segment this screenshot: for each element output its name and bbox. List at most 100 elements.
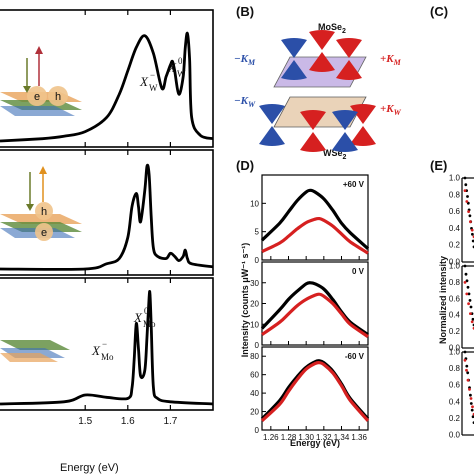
data-point — [468, 388, 471, 391]
panel-a-frame — [0, 277, 214, 411]
data-point — [469, 393, 472, 397]
layer-illustration-top: e h — [0, 46, 82, 116]
voltage-label: -60 V — [345, 352, 365, 361]
data-point — [466, 371, 470, 375]
spectrum-line — [0, 289, 214, 406]
spectrum-line — [0, 163, 214, 271]
k-minus-m-label: −KM — [234, 53, 256, 67]
pl-trace — [261, 292, 369, 339]
y-tick-label: 0.8 — [449, 278, 461, 287]
data-point — [467, 302, 470, 306]
data-point — [468, 214, 472, 218]
panel-d: (D) 0 5 10 +60 V 0 10 20 30 0 V 0 20 40 60 80 -60 V 1.2… — [236, 158, 370, 448]
data-point — [470, 228, 474, 232]
svg-text:−: − — [150, 70, 155, 80]
x-tick-label: 1.5 — [78, 416, 92, 427]
panel-d-frame — [261, 346, 369, 431]
data-point — [471, 232, 474, 236]
x-tick-label: 1.34 — [334, 433, 350, 442]
y-tick-label: 1.0 — [449, 262, 461, 271]
y-tick-label: 10 — [250, 199, 259, 208]
k-plus-m-label: +KM — [380, 53, 402, 67]
panel-d-letter: (D) — [236, 158, 254, 173]
y-tick-label: 0.4 — [449, 397, 461, 406]
y-tick-label: 0.0 — [449, 344, 461, 353]
y-tick-label: 1.0 — [449, 174, 461, 183]
panel-c-letter: (C) — [430, 4, 448, 19]
data-point — [464, 183, 468, 187]
y-tick-label: 0.6 — [449, 207, 461, 216]
data-point — [463, 358, 467, 362]
data-point — [471, 317, 474, 321]
svg-text:X: X — [133, 310, 143, 325]
data-point — [465, 368, 468, 372]
y-tick-label: 0.0 — [449, 258, 461, 267]
svg-text:Mo: Mo — [101, 352, 114, 362]
mose2-label: MoSe2 — [318, 22, 346, 35]
data-point — [465, 292, 469, 296]
data-point — [464, 272, 468, 276]
pl-trace — [260, 188, 370, 250]
x-tick-label: 1.32 — [316, 433, 332, 442]
x-tick-label: 1.30 — [298, 433, 314, 442]
data-point — [466, 378, 470, 382]
k-plus-w-label: +KW — [380, 103, 402, 117]
data-point — [465, 279, 469, 283]
panel-e: (E) 0.00.20.40.60.81.00.00.20.40.60.81.0… — [430, 158, 474, 440]
y-tick-label: 20 — [250, 300, 259, 309]
data-point — [471, 405, 474, 409]
y-tick-label: 0.4 — [449, 224, 461, 233]
voltage-label: +60 V — [343, 180, 365, 189]
data-point — [469, 305, 473, 309]
dirac-cones-icon — [259, 30, 376, 152]
data-point — [463, 176, 467, 180]
y-tick-label: 10 — [250, 320, 259, 329]
layer-illustration-middle: h e — [0, 166, 82, 241]
data-point — [467, 210, 470, 214]
svg-text:X: X — [91, 343, 101, 358]
spectrum-line — [0, 31, 214, 143]
y-tick-label: 0.6 — [449, 381, 461, 390]
svg-text:0: 0 — [144, 306, 149, 316]
layer-illustration-bottom — [0, 340, 70, 362]
x-axis-label: Energy (eV) — [290, 438, 340, 448]
y-tick-label: 0.6 — [449, 294, 461, 303]
svg-text:W: W — [149, 83, 158, 93]
y-tick-label: 0.0 — [449, 431, 461, 440]
panel-b: (B) MoSe2 WSe2 −KM +KM −KW +KW — [234, 4, 402, 161]
panel-e-letter: (E) — [430, 158, 447, 173]
label-xw-minus: X W − — [139, 70, 158, 93]
x-tick-label: 1.36 — [351, 433, 367, 442]
x-tick-label: 1.26 — [263, 433, 279, 442]
y-tick-label: 0.2 — [449, 241, 461, 250]
y-tick-label: 0 — [255, 426, 260, 435]
y-axis-label: Intensity (counts μW⁻¹ s⁻¹) — [240, 243, 250, 358]
exciton-h-top: h — [55, 91, 61, 103]
data-point — [469, 312, 472, 315]
exciton-e-middle: e — [41, 227, 47, 239]
exciton-h-middle: h — [41, 206, 47, 218]
y-axis-label: Normalized intensity — [438, 256, 448, 344]
y-tick-label: 0 — [255, 341, 260, 350]
y-tick-label: 40 — [250, 389, 259, 398]
data-point — [470, 408, 474, 412]
panel-d-frame — [261, 174, 369, 261]
data-point — [469, 397, 473, 400]
data-point — [465, 200, 469, 203]
x-tick-label: 1.28 — [281, 433, 297, 442]
data-point — [469, 220, 472, 224]
panel-a-frame — [0, 9, 214, 148]
y-tick-label: 0.4 — [449, 311, 461, 320]
svg-text:−: − — [102, 339, 107, 349]
panel-b-letter: (B) — [236, 4, 254, 19]
y-tick-label: 0.2 — [449, 327, 461, 336]
label-xw-zero: X W 0 — [167, 56, 186, 79]
data-point — [463, 264, 467, 268]
y-tick-label: 1.0 — [449, 348, 461, 357]
pl-trace — [261, 216, 369, 255]
exciton-e-top: e — [34, 91, 40, 103]
y-tick-label: 80 — [250, 352, 259, 361]
data-point — [471, 415, 474, 419]
svg-text:0: 0 — [178, 56, 183, 66]
